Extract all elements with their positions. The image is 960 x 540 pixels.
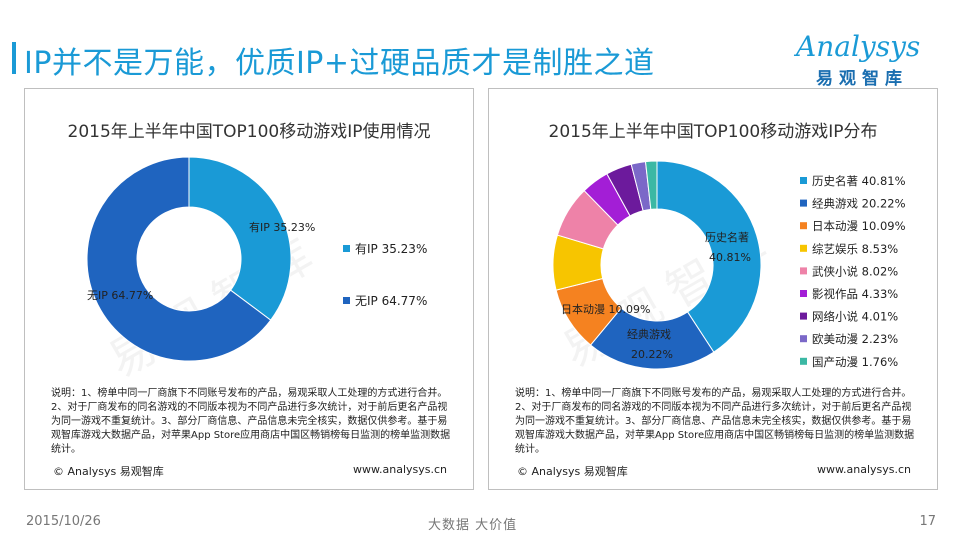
legend-swatch <box>800 312 807 320</box>
legend-label: 有IP 35.23% <box>355 242 427 256</box>
data-label-value: 40.81% <box>709 251 751 264</box>
legend-swatch <box>343 245 350 252</box>
page-number: 17 <box>919 514 936 529</box>
legend-swatch <box>800 267 807 275</box>
ip-usage-donut-chart: 有IP 35.23% 有IP 35.23% 无IP 64.77% 无IP 64.77% <box>86 156 427 362</box>
pie-slice-without-ip <box>86 156 272 362</box>
ip-usage-panel: 2015年上半年中国TOP100移动游戏IP使用情况 易观智库 有IP 35.2… <box>24 88 474 490</box>
legend-label: 历史名著 40.81% <box>812 174 906 188</box>
legend-label: 影视作品 4.33% <box>812 287 898 301</box>
website: www.analysys.cn <box>817 463 911 476</box>
legend-swatch <box>343 297 350 304</box>
pie-slice-with-ip <box>188 156 292 321</box>
legend-swatch <box>800 335 807 343</box>
pie-slice <box>656 160 762 353</box>
title-accent-bar <box>12 42 16 74</box>
data-label: 日本动漫 10.09% <box>561 302 650 316</box>
footer-slogan: 大数据 大价值 <box>428 518 518 533</box>
legend-label: 经典游戏 20.22% <box>812 197 906 211</box>
footer-date: 2015/10/26 <box>26 514 101 529</box>
logo-wordmark: Analysys <box>796 30 921 63</box>
data-label-value: 20.22% <box>631 348 673 361</box>
logo-chinese-name: 易观智库 <box>816 69 908 89</box>
ip-distribution-panel: 2015年上半年中国TOP100移动游戏IP分布 易观智库 历史名著 40.81… <box>488 88 938 490</box>
data-label: 有IP 35.23% <box>249 220 315 234</box>
chart-note: 说明：1、榜单中同一厂商旗下不同账号发布的产品，易观采取人工处理的方式进行合并。… <box>51 388 451 455</box>
legend-label: 武侠小说 8.02% <box>812 264 898 278</box>
data-label-name: 经典游戏 <box>627 327 671 341</box>
website: www.analysys.cn <box>353 463 447 476</box>
legend-swatch <box>800 290 807 297</box>
chart-note: 说明：1、榜单中同一厂商旗下不同账号发布的产品，易观采取人工处理的方式进行合并。… <box>515 388 915 455</box>
legend-swatch <box>800 177 807 184</box>
legend-swatch <box>800 244 807 252</box>
analysys-logo: Analysys 易观智库 <box>792 28 932 89</box>
legend-label: 综艺娱乐 8.53% <box>812 242 898 256</box>
chart-title: 2015年上半年中国TOP100移动游戏IP分布 <box>548 122 878 142</box>
copyright: © Analysys 易观智库 <box>517 465 628 478</box>
legend-swatch <box>800 357 807 365</box>
page-title: IP并不是万能，优质IP+过硬品质才是制胜之道 <box>24 46 655 81</box>
legend-swatch <box>800 199 807 207</box>
legend-label: 欧美动漫 2.23% <box>812 332 898 346</box>
data-label: 无IP 64.77% <box>87 289 153 302</box>
legend-label: 国产动漫 1.76% <box>812 355 898 369</box>
chart-title: 2015年上半年中国TOP100移动游戏IP使用情况 <box>67 122 431 142</box>
copyright: © Analysys 易观智库 <box>53 465 164 478</box>
pie-slice <box>644 160 658 210</box>
legend-label: 日本动漫 10.09% <box>812 219 906 233</box>
legend-swatch <box>800 222 807 230</box>
legend-label: 网络小说 4.01% <box>812 310 898 324</box>
data-label-name: 历史名著 <box>705 230 749 244</box>
ip-distribution-donut-chart: 历史名著 40.81% 经典游戏 20.22% 日本动漫 10.09% 综艺娱乐 8.… <box>552 160 906 370</box>
legend-label: 无IP 64.77% <box>355 294 427 308</box>
